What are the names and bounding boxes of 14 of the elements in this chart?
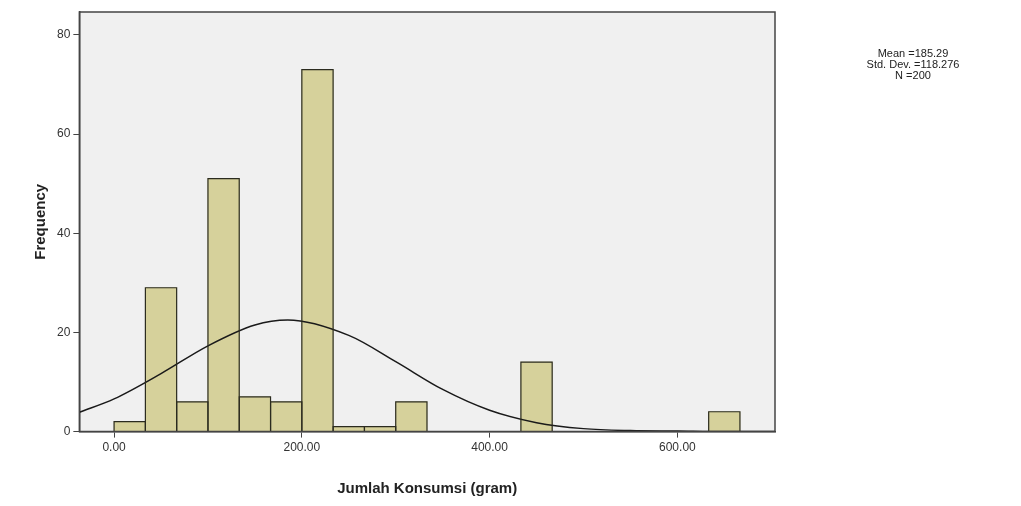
y-tick-label: 40 (56, 225, 71, 240)
text: Std. Dev. =118.276 (866, 57, 960, 70)
text: N =200 (895, 68, 931, 81)
y-tick-label: 0 (63, 423, 71, 438)
y-tick-label: 80 (56, 27, 71, 42)
text: Mean =185.29 (877, 46, 949, 59)
x-axis-title: Jumlah Konsumsi (gram) (337, 479, 518, 497)
x-tick-label: 600.00 (659, 440, 697, 455)
y-tick-label: 20 (56, 324, 71, 339)
x-tick-label: 400.00 (471, 440, 509, 455)
x-tick-label: 200.00 (283, 440, 321, 455)
y-tick-label: 60 (56, 126, 71, 141)
y-axis-title: Frequency (31, 183, 49, 260)
x-tick-label: 0.00 (102, 440, 127, 455)
